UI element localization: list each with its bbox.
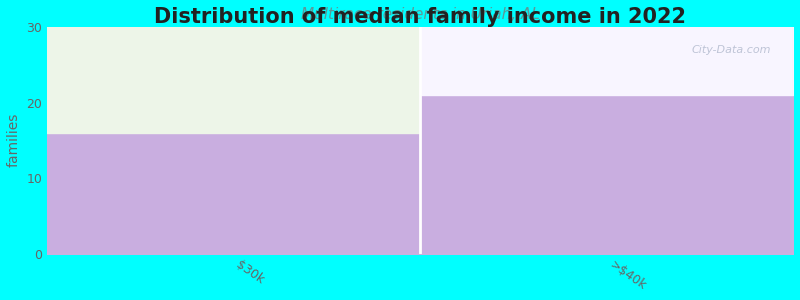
Y-axis label: families: families — [7, 113, 21, 167]
Title: Distribution of median family income in 2022: Distribution of median family income in … — [154, 7, 686, 27]
Text: City-Data.com: City-Data.com — [691, 45, 770, 55]
Text: Multirace residents in Uriah, AL: Multirace residents in Uriah, AL — [301, 8, 539, 22]
